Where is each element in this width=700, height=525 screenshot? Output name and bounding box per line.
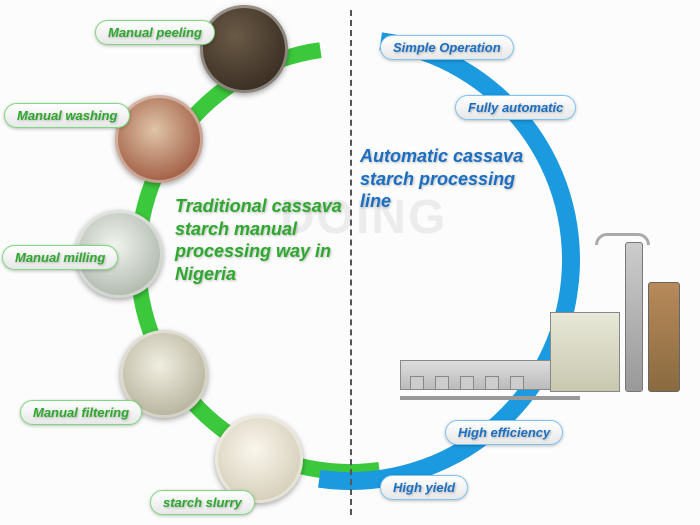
machinery-conveyor: [400, 360, 560, 390]
step-label-peeling: Manual peeling: [95, 20, 215, 45]
right-title: Automatic cassava starch processing line: [360, 145, 530, 213]
left-title: Traditional cassava starch manual proces…: [175, 195, 345, 285]
machinery-unit-b: [435, 376, 449, 390]
badge-simple-operation: Simple Operation: [380, 35, 514, 60]
step-label-washing: Manual washing: [4, 103, 130, 128]
machinery-unit-d: [485, 376, 499, 390]
badge-high-efficiency: High efficiency: [445, 420, 563, 445]
machinery-unit-e: [510, 376, 524, 390]
machinery-unit-c: [460, 376, 474, 390]
badge-fully-automatic: Fully automatic: [455, 95, 576, 120]
machinery-illustration: [400, 230, 690, 400]
machinery-separator: [648, 282, 680, 392]
step-circle-peeling: [200, 5, 288, 93]
badge-high-yield: High yield: [380, 475, 468, 500]
step-label-filtering: Manual filtering: [20, 400, 142, 425]
step-label-slurry: starch slurry: [150, 490, 255, 515]
machinery-unit-a: [410, 376, 424, 390]
step-label-milling: Manual milling: [2, 245, 118, 270]
center-divider: [350, 10, 352, 515]
machinery-dryer: [550, 312, 620, 392]
machinery-tower: [625, 242, 643, 392]
machinery-base: [400, 396, 580, 400]
